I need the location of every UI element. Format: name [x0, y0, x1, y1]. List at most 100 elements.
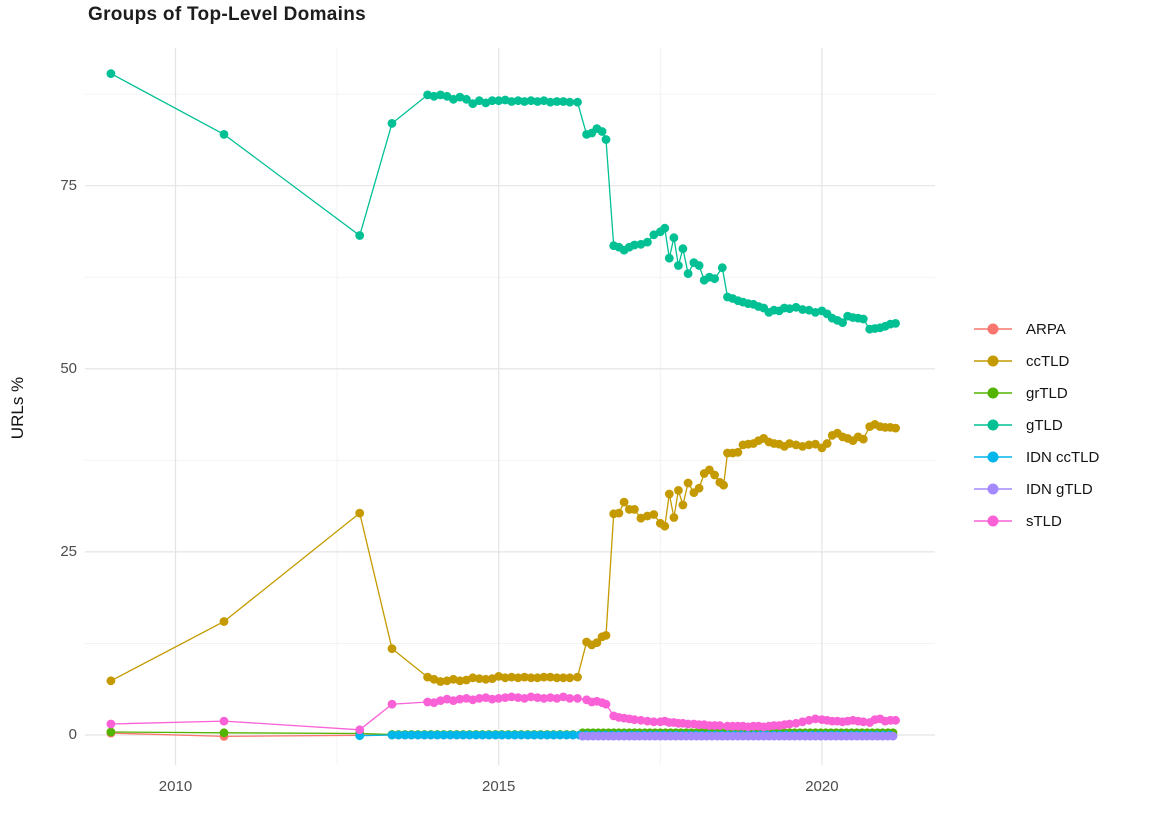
data-point-gtld [664, 253, 674, 263]
y-tick-label: 50 [60, 359, 77, 377]
legend-label: IDN ccTLD [1026, 448, 1100, 466]
data-point-cctld [614, 508, 624, 518]
legend-label: sTLD [1026, 512, 1062, 530]
data-point-cctld [811, 439, 820, 449]
data-point-idn-cctld [504, 730, 513, 740]
x-tick-label: 2015 [482, 778, 516, 795]
data-point-idn-cctld [452, 730, 462, 740]
data-point-gtld [494, 96, 504, 106]
x-tick-label: 2010 [158, 778, 193, 795]
data-point-idn-cctld [432, 730, 442, 740]
legend-row-stld: sTLD [972, 510, 1099, 532]
data-point-gtld [552, 97, 562, 106]
data-point-gtld [355, 231, 365, 240]
data-point-gtld [558, 97, 568, 106]
data-point-stld [387, 699, 397, 709]
data-point-grtld [106, 727, 116, 737]
data-point-gtld [533, 97, 542, 106]
data-point-gtld [891, 319, 900, 328]
data-point-gtld [219, 130, 229, 139]
data-point-cctld [387, 644, 397, 653]
data-point-stld [573, 694, 582, 703]
data-point-cctld [822, 439, 832, 448]
legend-row-gtld: gTLD [972, 414, 1099, 436]
y-tick-label: 0 [68, 725, 77, 743]
series-line-gtld [110, 73, 896, 330]
data-point-cctld [526, 673, 536, 683]
data-point-idn-cctld [407, 730, 416, 740]
data-point-gtld [669, 233, 679, 243]
data-point-gtld [520, 97, 529, 106]
data-point-cctld [664, 489, 674, 499]
legend-row-cctld: ccTLD [972, 350, 1099, 372]
data-point-cctld [481, 674, 491, 684]
data-point-stld [474, 694, 484, 703]
legend-key-icon [972, 416, 1014, 434]
data-point-gtld [387, 119, 397, 128]
data-point-cctld [565, 673, 575, 683]
data-point-stld [106, 719, 116, 729]
data-point-stld [539, 694, 549, 703]
data-point-cctld [355, 508, 365, 518]
legend-key-icon [972, 320, 1014, 338]
data-point-cctld [710, 470, 719, 480]
data-point-gtld [487, 96, 497, 106]
data-point-gtld [546, 97, 555, 107]
data-point-gtld [565, 97, 575, 107]
data-point-gtld [601, 135, 611, 144]
data-point-cctld [219, 617, 229, 626]
data-point-stld [715, 721, 725, 730]
legend: ARPA ccTLD grTLD gTLD IDN ccTLD IDN gTLD sTLD [972, 318, 1099, 532]
data-point-cctld [455, 676, 465, 686]
data-point-cctld [507, 672, 516, 682]
data-point-cctld [674, 486, 683, 495]
legend-label: ccTLD [1026, 352, 1070, 370]
data-point-idn-cctld [426, 730, 436, 740]
data-point-gtld [526, 96, 536, 106]
y-axis-title: URLs % [8, 376, 27, 440]
data-point-cctld [891, 423, 900, 433]
data-point-cctld [533, 673, 542, 683]
legend-label: gTLD [1026, 416, 1063, 434]
data-point-idn-cctld [439, 730, 449, 740]
series-line-cctld [110, 423, 896, 683]
data-point-idn-cctld [387, 730, 397, 740]
data-point-cctld [106, 676, 116, 686]
data-point-stld [858, 717, 868, 727]
data-point-cctld [630, 505, 639, 514]
y-tick-label: 25 [60, 542, 77, 560]
data-point-stld [811, 714, 820, 724]
data-point-stld [565, 694, 575, 703]
legend-key-icon [972, 448, 1014, 466]
data-point-idn-cctld [413, 730, 423, 740]
data-point-stld [533, 693, 542, 702]
data-point-gtld [674, 261, 683, 270]
data-point-stld [423, 697, 432, 707]
data-point-cctld [520, 672, 529, 682]
data-point-idn-cctld [394, 730, 403, 740]
data-point-idn-cctld [510, 730, 520, 740]
legend-key-icon [972, 384, 1014, 402]
data-point-idn-cctld [458, 730, 468, 740]
data-point-gtld [694, 261, 704, 270]
legend-key-icon [972, 480, 1014, 498]
data-point-gtld [630, 240, 639, 250]
data-point-cctld [552, 673, 562, 683]
data-point-idn-cctld [445, 730, 455, 740]
data-point-idn-cctld [555, 730, 565, 740]
data-point-idn-cctld [484, 730, 494, 740]
data-point-stld [546, 693, 555, 702]
data-point-idn-cctld [465, 730, 474, 740]
data-point-cctld [436, 677, 445, 686]
data-point-cctld [669, 513, 679, 522]
data-point-stld [487, 694, 497, 704]
data-point-gtld [643, 237, 652, 247]
data-point-cctld [558, 673, 568, 683]
data-point-idn-cctld [471, 730, 481, 740]
data-point-gtld [798, 305, 807, 314]
data-point-idn-cctld [497, 730, 507, 740]
data-point-cctld [678, 500, 688, 510]
data-point-stld [643, 716, 652, 726]
